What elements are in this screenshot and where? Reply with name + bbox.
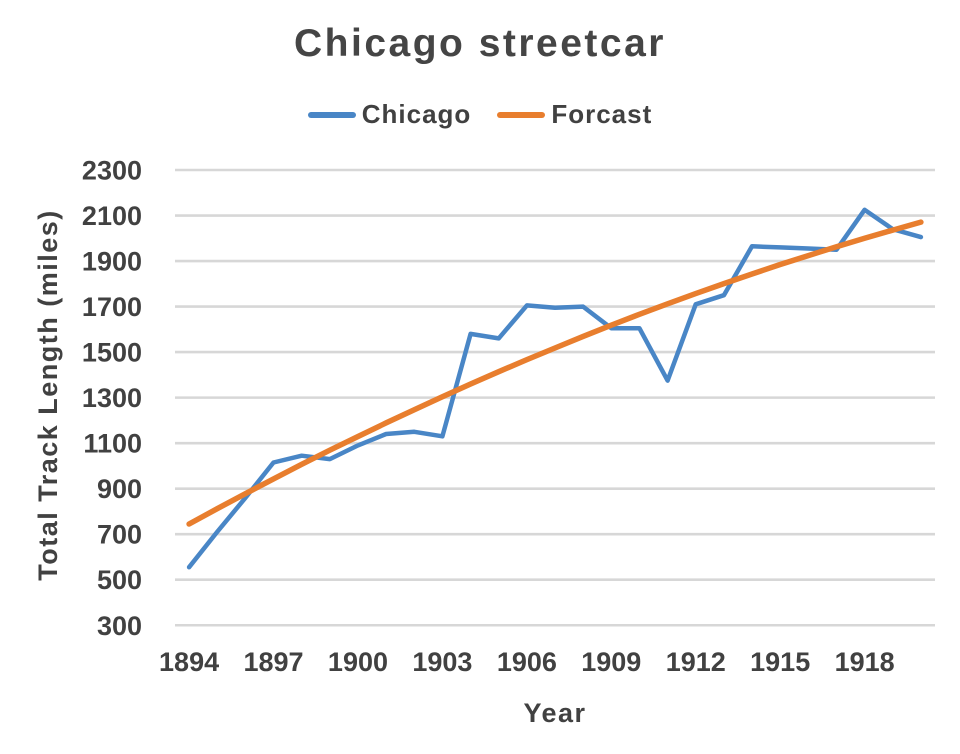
x-tick-label: 1894 xyxy=(159,647,219,677)
legend-item-forcast: Forcast xyxy=(497,99,652,130)
x-tick-label: 1906 xyxy=(497,647,557,677)
legend-item-chicago: Chicago xyxy=(307,99,472,130)
y-tick-label: 1900 xyxy=(82,247,142,277)
y-tick-label: 700 xyxy=(97,520,142,550)
legend-label-forcast: Forcast xyxy=(551,99,653,129)
y-tick-label: 1300 xyxy=(82,383,142,413)
x-tick-label: 1903 xyxy=(412,647,472,677)
x-tick-label: 1915 xyxy=(750,647,810,677)
y-tick-label: 500 xyxy=(97,565,142,595)
y-tick-label: 2100 xyxy=(82,201,142,231)
y-axis-tick-labels: 2300 2100 1900 1700 1500 1300 1100 900 700 500 300 xyxy=(82,156,142,641)
chart-title: Chicago streetcar xyxy=(294,22,666,65)
forcast-line-swatch-icon xyxy=(497,111,546,118)
chicago-line-swatch-icon xyxy=(307,111,356,118)
y-tick-label: 1500 xyxy=(82,338,142,368)
series-lines xyxy=(186,207,924,570)
x-tick-label: 1897 xyxy=(243,647,303,677)
x-tick-label: 1900 xyxy=(328,647,388,677)
y-tick-label: 1700 xyxy=(82,292,142,322)
y-axis-title: Total Track Length (miles) xyxy=(33,209,63,581)
legend-label-chicago: Chicago xyxy=(361,99,472,129)
x-tick-label: 1909 xyxy=(581,647,641,677)
y-tick-label: 300 xyxy=(97,611,142,641)
y-tick-label: 1100 xyxy=(83,429,142,459)
x-tick-label: 1912 xyxy=(666,647,726,677)
x-axis-tick-labels: 1894 1897 1900 1903 1906 1909 1912 1915 1918 xyxy=(159,647,895,677)
gridlines xyxy=(175,168,935,627)
series-line-forcast xyxy=(186,219,924,527)
chart-legend: Chicago Forcast xyxy=(0,99,960,130)
y-tick-label: 2300 xyxy=(82,156,142,186)
x-axis-title: Year xyxy=(523,698,586,728)
x-tick-label: 1918 xyxy=(835,647,895,677)
y-tick-label: 900 xyxy=(97,474,142,504)
series-line-chicago xyxy=(186,207,924,570)
